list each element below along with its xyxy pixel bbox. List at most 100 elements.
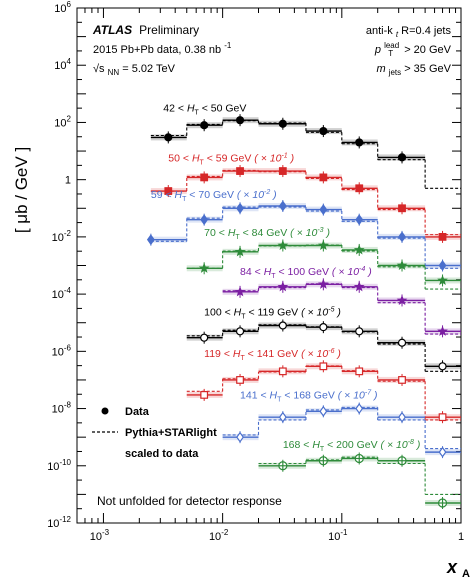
data-point	[234, 286, 246, 297]
atlas-block: ATLAS Preliminary 2015 Pb+Pb data, 0.38 …	[92, 23, 232, 78]
series-0	[150, 114, 461, 189]
data-point	[397, 338, 407, 347]
data-point	[200, 214, 209, 226]
data-point	[317, 239, 329, 251]
experiment-name: ATLAS	[92, 23, 132, 37]
legend-mc-label-2: scaled to data	[125, 448, 199, 460]
data-point	[200, 333, 209, 342]
series-8	[258, 452, 461, 510]
data-point	[146, 234, 155, 246]
data-point	[353, 281, 365, 292]
data-point	[353, 244, 365, 255]
axes-ticks: 10-12 10-10 10-8 10-6 10-4 10-2 1 102 104 106 10-3…	[47, 0, 464, 543]
series-7	[222, 402, 461, 459]
data-point	[437, 325, 448, 336]
series-label: 50 < HT < 59 GeV ( × 10-1 )	[168, 152, 294, 166]
data-point	[235, 116, 245, 125]
data-point	[355, 403, 364, 415]
dataset-lumi-exp: -1	[224, 41, 232, 50]
series-1	[150, 165, 461, 243]
data-point	[278, 321, 287, 330]
x-tick-label: 10-2	[209, 528, 229, 543]
svg-text:[ μb / GeV ]: [ μb / GeV ]	[12, 147, 31, 233]
legend-data-marker	[101, 407, 109, 415]
data-point	[319, 173, 328, 182]
data-point	[398, 204, 406, 213]
data-point	[398, 376, 406, 384]
legend-mc-label: Pythia+STARlight	[125, 427, 217, 439]
svg-text:ATLAS Preliminary: ATLAS Preliminary	[92, 23, 199, 37]
data-point	[397, 153, 407, 162]
series-6	[186, 360, 461, 424]
data-point	[438, 362, 447, 371]
data-point	[396, 259, 408, 271]
data-point	[200, 391, 209, 399]
data-point	[278, 200, 287, 212]
y-tick-label: 102	[54, 114, 71, 129]
x-axis-sub: A	[462, 568, 470, 580]
x-axis-var: x	[446, 557, 458, 577]
y-tick-label: 10-8	[52, 401, 72, 416]
data-point	[235, 327, 245, 336]
series-2	[146, 200, 461, 272]
data-point	[438, 259, 447, 272]
data-point	[438, 232, 447, 241]
cut-m-sub: jets	[388, 68, 401, 77]
y-tick-label: 10-10	[47, 458, 71, 473]
svg-text:2015 Pb+Pb data, 0.38 nb: 2015 Pb+Pb data, 0.38 nb -1	[93, 41, 232, 56]
x-tick-label: 1	[458, 531, 464, 543]
y-axis-label: [ μb / GeV ]	[12, 147, 31, 233]
data-point	[355, 214, 364, 226]
cut-m: m	[376, 63, 385, 75]
experiment-status: Preliminary	[139, 23, 199, 37]
cut-pt-sub: T	[388, 49, 393, 58]
svg-text:m jets > 35 GeV: m jets > 35 GeV	[376, 63, 451, 78]
cut-m-value: > 35 GeV	[404, 63, 451, 75]
energy-sqrt: √s	[93, 63, 105, 75]
cut-pt-sup: lead	[384, 41, 399, 50]
data-point	[164, 187, 173, 195]
data-point	[164, 133, 173, 142]
series-5	[186, 319, 461, 373]
labels-layer: 42 < HT < 50 GeV 50 < HT < 59 GeV ( × 10-…	[151, 103, 420, 453]
data-point	[319, 405, 328, 417]
legend-data-label: Data	[125, 406, 150, 418]
cut-pt-value: > 20 GeV	[404, 44, 451, 56]
svg-text:√s NN = 5.02 TeV: √s NN = 5.02 TeV	[93, 63, 176, 78]
data-point	[355, 367, 364, 376]
data-point	[200, 121, 209, 130]
y-tick-label: 106	[54, 0, 71, 15]
data-point	[319, 126, 328, 136]
data-point	[355, 327, 364, 336]
data-point	[278, 119, 287, 128]
series-layer	[146, 114, 461, 510]
series-label: 141 < HT < 168 GeV ( × 10-7 )	[240, 389, 378, 403]
series-label: 100 < HT < 119 GeV ( × 10-5 )	[204, 307, 341, 321]
y-tick-label: 10-2	[52, 229, 72, 244]
data-point	[278, 411, 287, 423]
series-label: 70 < HT < 84 GeV ( × 10-3 )	[204, 227, 330, 241]
data-point	[277, 239, 289, 251]
data-point	[236, 167, 244, 175]
data-point	[319, 204, 328, 216]
jet-algo-sub: t	[396, 30, 399, 39]
cut-pt: p	[374, 44, 381, 56]
series-label: 42 < HT < 50 GeV	[163, 103, 246, 117]
series-label: 84 < HT < 100 GeV ( × 10-4 )	[240, 266, 372, 280]
y-tick-label: 10-4	[52, 286, 72, 301]
x-axis-label: x A	[446, 557, 470, 580]
data-point	[278, 367, 287, 376]
data-point	[200, 173, 209, 182]
data-point	[396, 294, 408, 306]
data-point	[355, 184, 364, 193]
dataset-line: 2015 Pb+Pb data, 0.38 nb	[93, 44, 221, 56]
svg-text:x A: x A	[446, 557, 470, 580]
footnote: Not unfolded for detector response	[97, 494, 282, 508]
data-point	[277, 281, 289, 292]
data-point	[319, 362, 328, 371]
data-point	[234, 246, 246, 257]
data-point	[398, 231, 406, 243]
x-tick-label: 10-1	[328, 528, 348, 543]
y-axis-unit: [ μb / GeV ]	[12, 147, 31, 233]
